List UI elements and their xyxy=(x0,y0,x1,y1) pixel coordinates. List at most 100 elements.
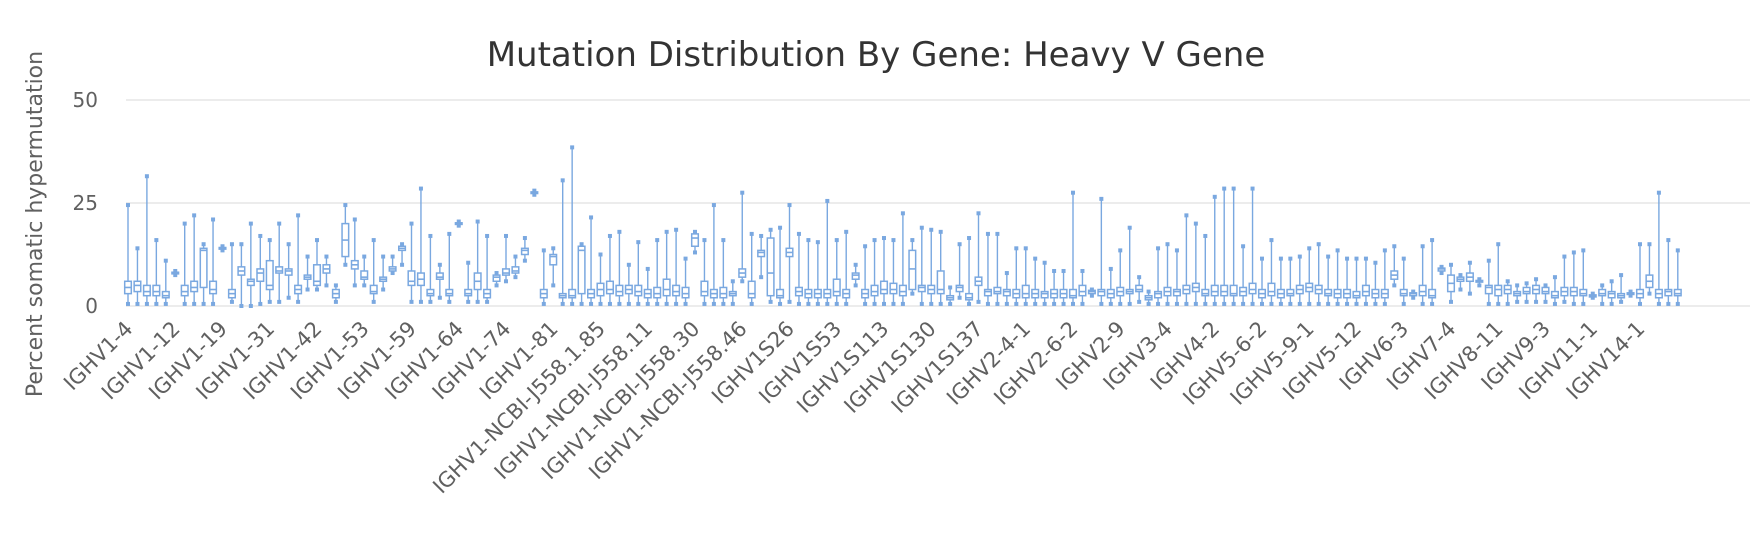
box-rect xyxy=(662,278,671,297)
min-marker xyxy=(1127,301,1132,306)
min-marker xyxy=(1638,301,1642,306)
max-marker xyxy=(1477,277,1482,282)
min-marker xyxy=(1609,301,1614,306)
box-rect xyxy=(681,286,690,299)
box-item xyxy=(577,242,586,306)
min-marker xyxy=(655,301,660,306)
min-marker xyxy=(239,304,244,308)
max-marker xyxy=(324,254,329,259)
box-rect xyxy=(983,288,993,297)
min-marker xyxy=(636,301,641,306)
max-marker xyxy=(882,236,886,241)
max-marker xyxy=(655,238,660,243)
max-marker xyxy=(664,229,669,234)
box-item xyxy=(1532,277,1541,304)
max-marker xyxy=(891,238,896,243)
box-item xyxy=(1295,254,1304,306)
box-item xyxy=(1229,186,1238,306)
box-item xyxy=(435,262,444,300)
gridlines xyxy=(126,99,1750,307)
box-rect xyxy=(672,284,681,297)
max-marker xyxy=(286,242,291,247)
box-item xyxy=(927,227,936,306)
box-item xyxy=(530,188,539,197)
box-item xyxy=(776,225,785,306)
min-marker xyxy=(1146,301,1151,306)
box-item xyxy=(1286,256,1295,306)
min-marker xyxy=(163,301,168,306)
max-marker xyxy=(1297,254,1302,259)
box-rect xyxy=(1484,284,1493,295)
box-rect xyxy=(690,233,700,248)
max-marker xyxy=(976,211,981,216)
max-marker xyxy=(1345,256,1350,261)
box-rect xyxy=(501,268,511,276)
box-rect xyxy=(1002,288,1011,297)
max-marker xyxy=(447,231,452,236)
box-item xyxy=(171,268,180,278)
box-item xyxy=(1012,246,1021,306)
box-rect xyxy=(1579,288,1588,297)
max-marker xyxy=(485,233,490,238)
min-marker xyxy=(522,258,527,263)
box-rect xyxy=(435,272,444,280)
box-item xyxy=(1135,275,1144,304)
box-item xyxy=(1068,190,1078,306)
max-marker xyxy=(1212,194,1217,199)
max-marker xyxy=(1203,233,1208,238)
box-rect xyxy=(1550,290,1560,299)
box-item xyxy=(1002,271,1011,306)
min-marker xyxy=(1278,301,1283,306)
min-marker xyxy=(749,301,754,306)
min-marker xyxy=(1581,301,1586,306)
min-marker xyxy=(352,283,357,288)
min-marker xyxy=(1439,271,1444,276)
box-item xyxy=(596,252,605,306)
max-marker xyxy=(532,188,537,193)
min-marker xyxy=(730,301,735,306)
min-marker xyxy=(1137,299,1142,304)
min-marker xyxy=(381,287,386,292)
max-marker xyxy=(985,231,990,236)
box-rect xyxy=(464,288,473,297)
min-marker xyxy=(211,301,216,306)
box-item xyxy=(955,242,964,300)
box-rect xyxy=(1229,284,1238,297)
max-marker xyxy=(371,238,376,243)
box-item xyxy=(974,211,983,304)
max-marker xyxy=(135,246,140,251)
max-marker xyxy=(938,229,943,234)
min-marker xyxy=(1165,301,1170,306)
max-marker xyxy=(1647,242,1652,247)
box-item xyxy=(757,233,766,280)
y-axis-ticks: 0 25 50 xyxy=(73,88,98,318)
max-marker xyxy=(475,219,480,224)
min-marker xyxy=(1345,301,1350,306)
min-marker xyxy=(626,301,631,306)
box-rect xyxy=(1541,286,1550,295)
box-item xyxy=(1144,289,1153,306)
min-marker xyxy=(589,301,594,306)
box-item xyxy=(303,254,312,292)
max-marker xyxy=(1137,275,1142,280)
max-marker xyxy=(504,233,508,238)
min-marker xyxy=(1033,301,1038,306)
box-item xyxy=(719,238,728,306)
min-marker xyxy=(1382,301,1387,306)
min-marker xyxy=(324,283,329,288)
box-item xyxy=(1182,213,1191,306)
max-marker xyxy=(267,238,272,243)
box-rect xyxy=(520,247,529,256)
max-marker xyxy=(352,217,357,222)
min-marker xyxy=(938,301,943,306)
max-marker xyxy=(1335,248,1340,253)
max-marker xyxy=(1638,242,1642,247)
min-marker xyxy=(1089,293,1094,298)
min-marker xyxy=(1467,291,1472,296)
min-marker xyxy=(1241,301,1246,306)
box-item xyxy=(473,219,482,304)
max-marker xyxy=(428,233,433,238)
box-item xyxy=(681,256,690,306)
max-marker xyxy=(409,221,414,226)
box-item xyxy=(587,215,596,306)
